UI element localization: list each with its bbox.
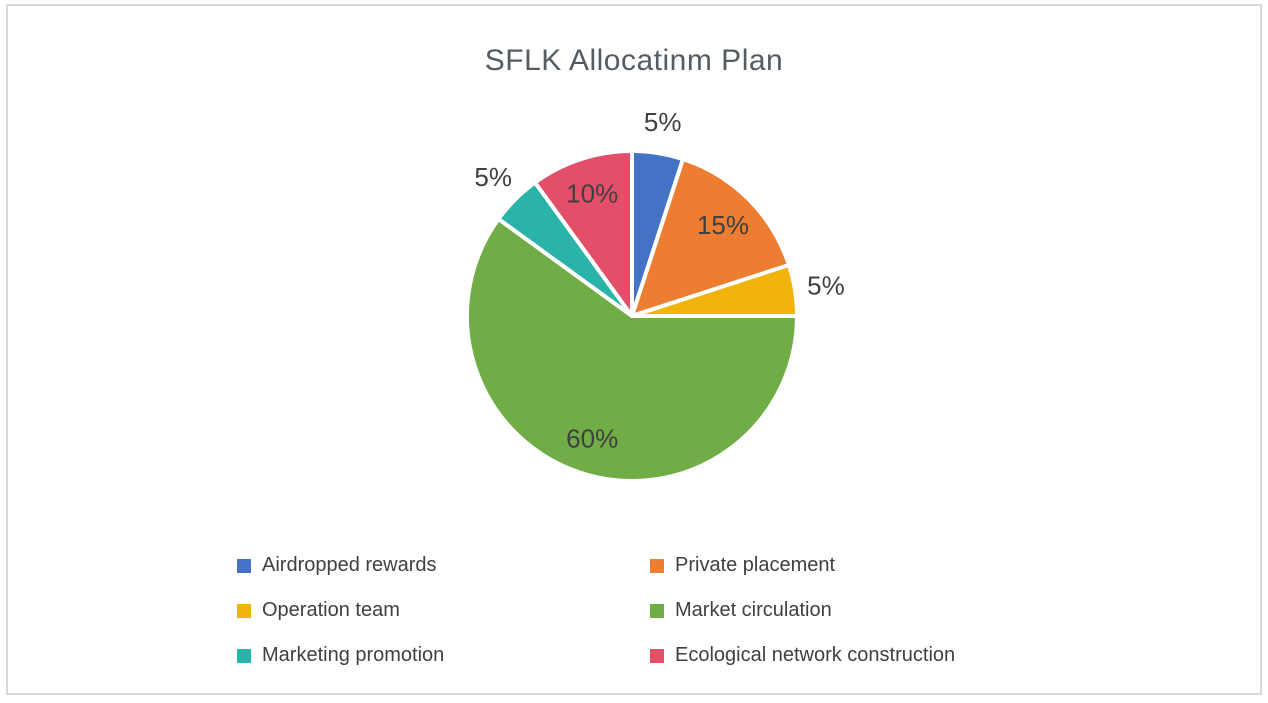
- pie-data-label-operation-team: 5%: [807, 270, 845, 300]
- pie-slice-ecological-network-construction: [533, 149, 634, 318]
- legend-label: Private placement: [675, 554, 836, 576]
- legend-label: Operation team: [262, 599, 400, 621]
- legend-swatch-icon: [650, 558, 664, 573]
- pie-data-label-airdropped-rewards: 5%: [644, 107, 682, 137]
- legend-swatch-icon: [650, 603, 664, 618]
- legend-swatch-icon: [650, 648, 664, 663]
- pie-data-label-market-circulation: 60%: [566, 423, 618, 453]
- pie-data-label-private-placement: 15%: [697, 210, 749, 240]
- chart-legend: Airdropped rewards Private placement Opera…: [237, 543, 955, 678]
- legend-item-airdropped-rewards: Airdropped rewards: [237, 554, 650, 577]
- legend-label: Airdropped rewards: [262, 554, 437, 576]
- pie-data-label-ecological-network-construction: 10%: [566, 179, 618, 209]
- legend-swatch-icon: [237, 603, 251, 618]
- legend-item-ecological-network-construction: Ecological network construction: [650, 644, 955, 667]
- legend-item-private-placement: Private placement: [650, 554, 955, 577]
- pie-slice-market-circulation: [465, 217, 799, 483]
- legend-label: Marketing promotion: [262, 644, 445, 666]
- legend-item-market-circulation: Market circulation: [650, 599, 955, 622]
- legend-swatch-icon: [237, 558, 251, 573]
- chart-title: SFLK Allocatinm Plan: [484, 44, 784, 77]
- legend-item-marketing-promotion: Marketing promotion: [237, 644, 650, 667]
- legend-swatch-icon: [237, 648, 251, 663]
- pie-data-label-marketing-promotion: 5%: [474, 162, 512, 192]
- legend-item-operation-team: Operation team: [237, 599, 650, 622]
- legend-label: Ecological network construction: [675, 644, 956, 666]
- legend-label: Market circulation: [675, 599, 832, 621]
